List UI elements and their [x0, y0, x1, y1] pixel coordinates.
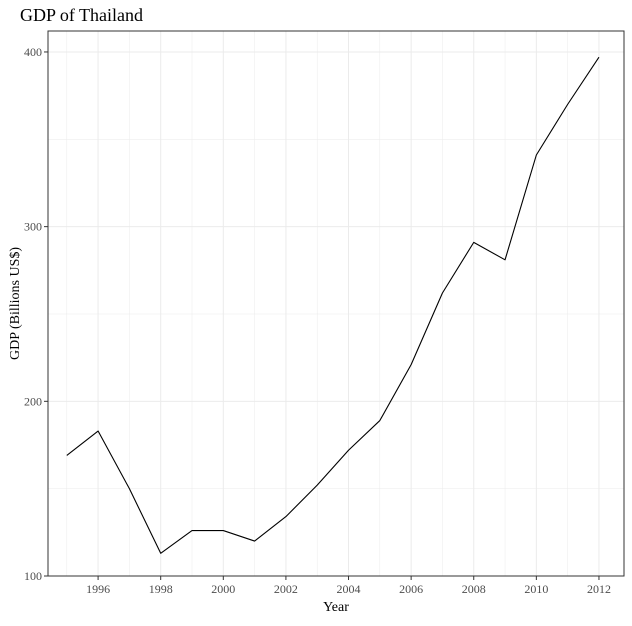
x-tick-label: 2004: [337, 582, 361, 596]
y-axis-title: GDP (Billions US$): [8, 247, 23, 360]
x-tick-label: 2008: [462, 582, 486, 596]
x-tick-label: 2010: [524, 582, 548, 596]
chart-title: GDP of Thailand: [20, 5, 143, 25]
series-line-0: [66, 56, 600, 554]
y-axis: 100 200 300 400: [24, 45, 48, 583]
x-tick-label: 2006: [399, 582, 423, 596]
y-tick-label: 200: [24, 394, 42, 408]
panel-border: [47, 30, 625, 577]
x-tick-label: 2012: [587, 582, 611, 596]
x-axis: 1996 1998 2000 2002 2004 2006 2008 2010 2012: [86, 576, 611, 596]
y-tick-label: 400: [24, 45, 42, 59]
plot-lines: [66, 56, 600, 554]
x-tick-label: 2002: [274, 582, 298, 596]
x-tick-label: 2000: [211, 582, 235, 596]
y-tick-label: 100: [24, 569, 42, 583]
x-tick-label: 1998: [149, 582, 173, 596]
x-axis-title: Year: [323, 600, 349, 615]
x-tick-label: 1996: [86, 582, 110, 596]
grid-lines: [48, 31, 624, 577]
y-tick-label: 300: [24, 220, 42, 234]
